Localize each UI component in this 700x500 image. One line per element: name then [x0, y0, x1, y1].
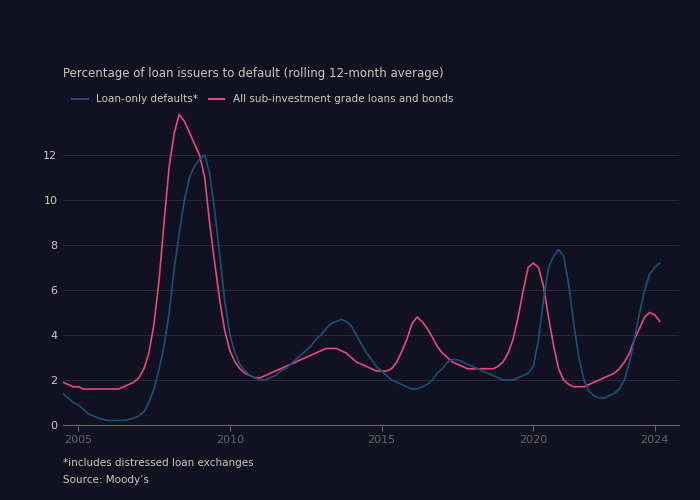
Legend: Loan-only defaults*, All sub-investment grade loans and bonds: Loan-only defaults*, All sub-investment …: [68, 90, 457, 108]
Text: Source: Moody’s: Source: Moody’s: [63, 475, 149, 485]
Text: Percentage of loan issuers to default (rolling 12-month average): Percentage of loan issuers to default (r…: [63, 67, 444, 80]
Text: *includes distressed loan exchanges: *includes distressed loan exchanges: [63, 458, 253, 468]
